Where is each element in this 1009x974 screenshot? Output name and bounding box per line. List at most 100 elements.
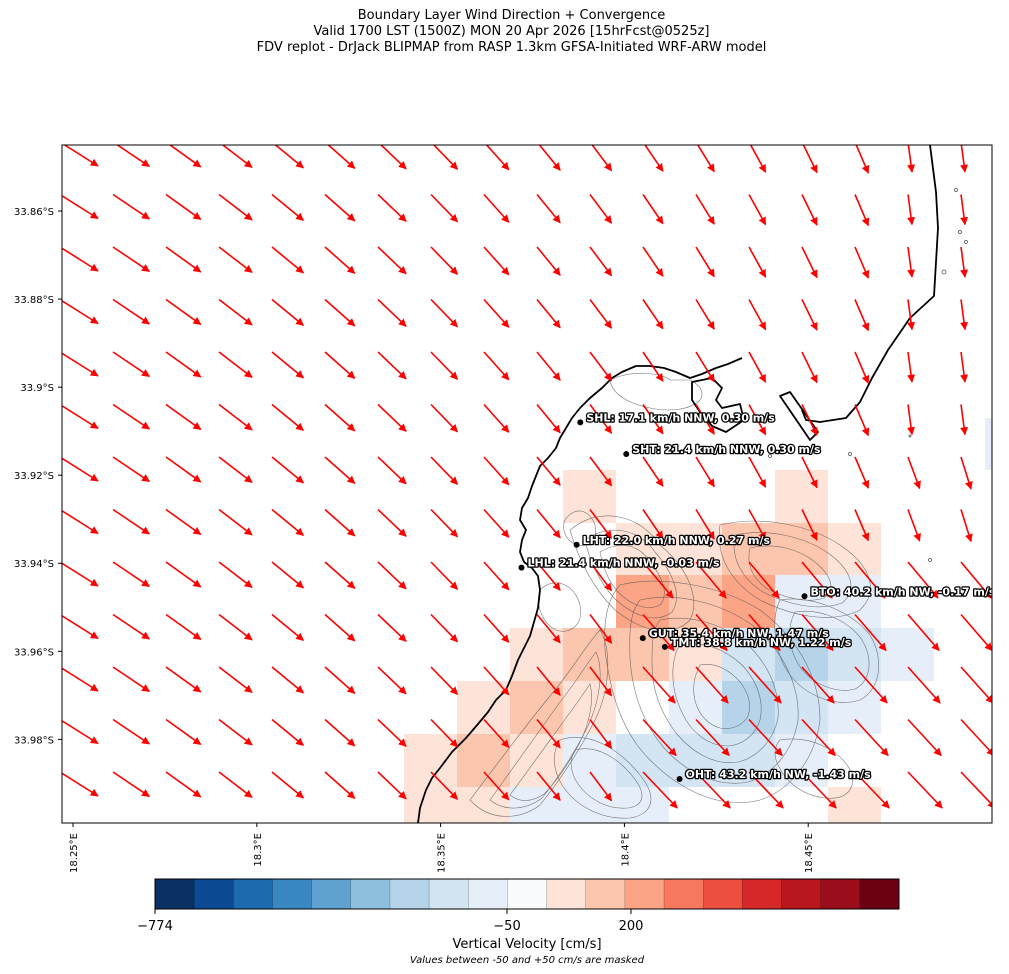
wind-arrow [802,145,818,174]
terrain-contour [584,529,677,619]
colorbar-swatch [507,879,548,909]
wind-arrow [62,667,99,692]
station-marker-tmt [661,643,668,650]
wind-arrow [324,613,356,642]
wind-arrow [536,508,561,539]
wind-arrow [907,561,939,599]
wind-arrow [62,299,99,325]
wind-arrow [907,299,916,331]
wind-arrow [801,771,837,809]
wind-arrow [589,719,613,749]
wind-arrow [748,771,784,809]
wind-arrow [960,145,969,173]
wind-arrow [642,509,664,540]
wind-arrow [960,351,969,383]
wind-arrow [485,145,510,171]
wind-arrow [113,825,149,849]
station-label-lhl: LHL: 21.4 km/h NNW, -0.03 m/s [527,557,720,570]
wind-arrow [748,666,782,704]
wind-arrow [430,561,459,590]
wind-arrow [536,771,561,801]
colorbar-swatch [429,879,469,909]
wind-arrow [589,246,613,277]
y-axis-ticks: 33.86°S 33.88°S 33.9°S 33.92°S 33.94°S 33.96°… [14,207,62,746]
wind-arrow [960,509,973,543]
wind-arrow [62,614,99,640]
wind-arrow [112,403,151,430]
wind-arrow [165,298,202,326]
wind-arrow [589,666,613,697]
wind-arrow [324,193,356,222]
wind-arrow [324,771,356,799]
wind-arrow [536,666,561,696]
wind-arrow [854,771,890,809]
wind-arrow [591,145,613,172]
map-frame [61,144,993,824]
wind-arrow [589,509,613,539]
wind-arrow [589,561,613,592]
wind-arrow [218,771,253,799]
wind-arrow [325,825,355,851]
station-label-bto: BTO: 40.2 km/h NW, -0.17 m/s [811,585,996,598]
wind-arrow [907,771,943,809]
wind-arrow [324,456,356,484]
terrain-contour [604,580,821,803]
wind-arrow [642,561,674,599]
wind-arrow [377,193,407,222]
wind-arrow [748,718,783,757]
wind-arrow [378,825,406,852]
wind-arrow [855,825,890,861]
wind-arrow [271,771,305,799]
wind-arrow [430,666,459,695]
wind-arrow [377,561,407,590]
velocity-cell [457,734,510,787]
wind-arrow [536,561,561,591]
wind-arrow [165,246,202,273]
wind-arrow [430,193,459,223]
terrain-contour [748,545,832,601]
wind-arrow [62,194,99,220]
wind-arrow [324,351,356,379]
wind-arrow [854,351,870,384]
wind-arrow [218,508,253,536]
wind-arrow [377,403,407,432]
colorbar-swatch [468,879,508,909]
colorbar-swatch [546,879,587,909]
wind-arrow [695,194,715,225]
terrain-contour [774,598,880,703]
wind-arrow [854,194,870,227]
wind-arrow [907,351,916,383]
wind-arrow [483,561,510,591]
wind-arrow [536,613,561,644]
wind-arrow [430,403,459,433]
wind-arrow [377,771,407,800]
wind-arrow [801,613,834,652]
wind-arrow [960,299,969,331]
velocity-cell [722,628,775,681]
colorbar-swatch [389,879,430,909]
title-line-2: Valid 1700 LST (1500Z) MON 20 Apr 2026 [… [313,24,710,39]
colorbar-swatch [585,879,626,909]
wind-arrow [271,613,305,641]
velocity-cell [669,628,722,681]
terrain-contour [651,617,779,763]
wind-arrow [854,561,886,599]
wind-arrow [324,508,356,537]
x-tick-label: 18.45°E [804,833,815,873]
wind-arrow [960,666,992,704]
station-label-gut: GUT: 35.4 km/h NW, 1.47 m/s [649,627,829,640]
wind-arrow [536,718,561,749]
colorbar-swatch [820,879,861,909]
colorbar-swatch [272,879,313,909]
wind-arrow [642,666,676,704]
wind-arrow [642,246,664,277]
wind-arrow [642,194,664,225]
wind-arrow [801,666,835,704]
wind-arrow [112,298,151,325]
wind-arrow [907,718,942,757]
wind-arrow [377,718,407,747]
wind-arrow [271,298,305,326]
wind-arrow [695,456,715,488]
x-axis-ticks: 18.25°E 18.3°E 18.35°E 18.4°E 18.45°E [69,823,815,873]
